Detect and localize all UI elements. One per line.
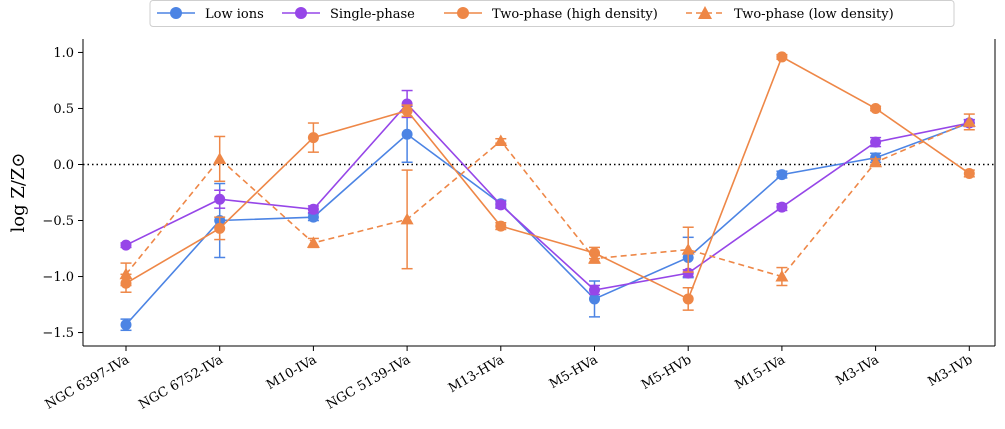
data-point (776, 51, 788, 63)
y-tick-label: 0.5 (53, 102, 74, 117)
data-point (682, 293, 694, 305)
data-point (589, 293, 600, 305)
data-point (401, 128, 413, 140)
y-tick-label: −1.0 (42, 270, 74, 285)
data-point (588, 252, 601, 264)
series-2 (120, 51, 975, 311)
y-tick-label: −0.5 (42, 214, 74, 229)
data-point (775, 270, 789, 282)
data-point (870, 136, 882, 148)
x-tick-label: M5-HVa (547, 352, 601, 392)
data-point (401, 105, 413, 117)
legend-marker (170, 7, 182, 19)
y-tick-label: −1.5 (42, 326, 74, 341)
data-point (307, 203, 319, 215)
data-point (682, 267, 694, 279)
plot-area: −1.5 −1.0 −0.5 0.0 0.5 1.0 NGC 6397-IVa NGC 675… (42, 39, 996, 413)
x-tick-label: NGC 5139-IVa (324, 352, 413, 412)
data-point (120, 239, 132, 251)
data-point (495, 220, 507, 232)
data-point (213, 152, 227, 164)
series-line (125, 121, 970, 278)
legend-entry-2: Two-phase (high density) (444, 7, 658, 22)
data-point (494, 134, 508, 146)
legend-marker (698, 6, 712, 19)
y-tick-label: 0.0 (53, 158, 74, 173)
legend-entry-3: Two-phase (low density) (686, 6, 894, 22)
legend: Low ions Single-phase Two-phase (high dens… (149, 0, 955, 27)
series-line (125, 122, 970, 326)
x-tick-label: M15-IVa (732, 352, 788, 393)
legend-entry-1: Single-phase (282, 7, 415, 22)
data-point (681, 243, 695, 255)
series-0 (120, 105, 975, 332)
x-tick-label: M3-IVb (926, 352, 976, 389)
data-point (400, 212, 414, 225)
data-point (214, 222, 226, 234)
y-axis-label: log Z/Z⊙ (8, 153, 29, 233)
legend-marker (457, 7, 469, 19)
data-point (120, 319, 132, 331)
x-tick-label: NGC 6397-IVa (43, 352, 132, 412)
legend-label: Two-phase (low density) (734, 7, 894, 22)
data-point (119, 267, 133, 280)
data-point (870, 102, 882, 114)
x-tick-label: M5-HVb (639, 352, 694, 393)
x-tick-label: NGC 6752-IVa (136, 352, 225, 412)
y-tick-label: 1.0 (53, 46, 74, 61)
legend-marker (295, 7, 307, 19)
legend-entry-0: Low ions (157, 7, 264, 22)
data-point (495, 199, 507, 211)
x-tick-label: M10-IVa (264, 352, 320, 393)
data-point (307, 132, 319, 144)
data-point (962, 115, 976, 127)
legend-frame (149, 0, 955, 27)
series-3 (119, 113, 976, 287)
data-point (214, 193, 226, 205)
series-line (125, 102, 970, 291)
data-point (589, 284, 600, 296)
data-point (963, 167, 975, 179)
data-point (306, 236, 320, 248)
data-point (869, 155, 883, 168)
series-1 (120, 89, 975, 296)
legend-label: Single-phase (330, 7, 415, 22)
series-line (125, 55, 970, 301)
legend-label: Two-phase (high density) (492, 7, 658, 22)
data-point (776, 169, 788, 181)
data-point (307, 211, 319, 223)
x-tick-label: M13-HVa (446, 352, 507, 396)
x-tick-label: M3-IVa (833, 352, 881, 389)
data-point (776, 201, 788, 213)
legend-label: Low ions (205, 7, 264, 22)
